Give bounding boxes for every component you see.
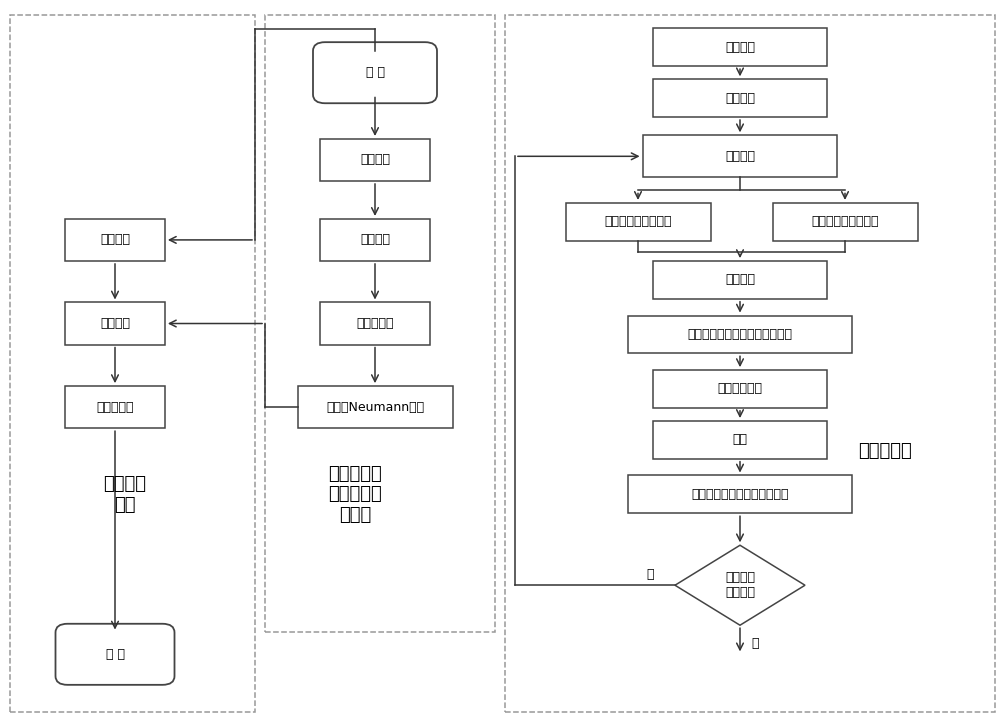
Text: 是: 是 <box>751 637 759 650</box>
FancyBboxPatch shape <box>313 42 437 103</box>
Bar <box>10 15 255 712</box>
FancyBboxPatch shape <box>298 386 452 428</box>
FancyBboxPatch shape <box>642 135 837 177</box>
Text: 否: 否 <box>646 568 654 581</box>
FancyBboxPatch shape <box>628 475 852 513</box>
Text: 目标湿度场: 目标湿度场 <box>96 401 134 414</box>
FancyBboxPatch shape <box>56 624 175 685</box>
FancyBboxPatch shape <box>65 219 165 261</box>
Text: 是否满足
收敛条件: 是否满足 收敛条件 <box>725 571 755 599</box>
Polygon shape <box>675 545 805 625</box>
FancyBboxPatch shape <box>652 28 827 66</box>
FancyBboxPatch shape <box>652 370 827 408</box>
Text: 控制模型: 控制模型 <box>360 153 390 166</box>
FancyBboxPatch shape <box>566 203 710 241</box>
FancyBboxPatch shape <box>772 203 918 241</box>
Text: 计算更新的参数的目标函数值: 计算更新的参数的目标函数值 <box>691 488 789 501</box>
Text: 模型的建立
与定界条件
的确定: 模型的建立 与定界条件 的确定 <box>328 465 382 524</box>
Text: 开 始: 开 始 <box>366 66 384 79</box>
FancyBboxPatch shape <box>65 386 165 428</box>
Text: 参数选择: 参数选择 <box>725 273 755 286</box>
Text: 下边界Neumann边界: 下边界Neumann边界 <box>326 401 424 414</box>
Text: 产生第一组扰动参数: 产生第一组扰动参数 <box>604 215 672 228</box>
FancyBboxPatch shape <box>320 219 430 261</box>
FancyBboxPatch shape <box>320 302 430 345</box>
FancyBboxPatch shape <box>65 302 165 345</box>
Text: 结 束: 结 束 <box>106 648 124 661</box>
Text: 产生第二组扰动参数: 产生第二组扰动参数 <box>811 215 879 228</box>
Text: 方程求解: 方程求解 <box>100 317 130 330</box>
Text: 模型参数: 模型参数 <box>100 233 130 246</box>
Text: 开始试验: 开始试验 <box>725 92 755 105</box>
Text: 上边界条件: 上边界条件 <box>356 317 394 330</box>
Text: 产生逼近梯度: 产生逼近梯度 <box>718 382 763 395</box>
Bar <box>265 15 495 632</box>
FancyBboxPatch shape <box>320 139 430 181</box>
Text: 参数: 参数 <box>732 433 748 446</box>
Text: 试验结果: 试验结果 <box>725 150 755 163</box>
FancyBboxPatch shape <box>652 261 827 299</box>
Bar <box>505 15 995 712</box>
Text: 材料准备: 材料准备 <box>725 41 755 54</box>
Text: 湿度场的
建立: 湿度场的 建立 <box>104 475 146 514</box>
Text: 计算两组扰动参数的目标函数值: 计算两组扰动参数的目标函数值 <box>688 328 792 341</box>
FancyBboxPatch shape <box>652 79 827 117</box>
Text: 参数的标定: 参数的标定 <box>858 442 912 459</box>
FancyBboxPatch shape <box>652 421 827 459</box>
Text: 初始条件: 初始条件 <box>360 233 390 246</box>
FancyBboxPatch shape <box>628 316 852 353</box>
